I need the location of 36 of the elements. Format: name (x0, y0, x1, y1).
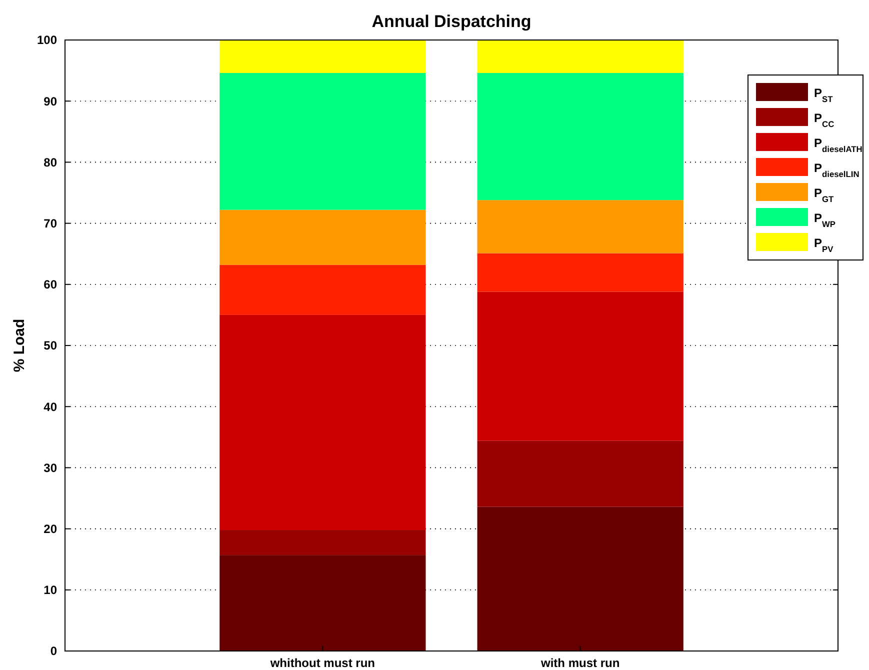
y-tick-label: 100 (36, 33, 58, 48)
y-tick-label: 70 (44, 216, 58, 230)
bar (220, 72, 426, 210)
chart-title: Annual Dispatching (372, 12, 532, 31)
legend-label: P$_{CC}$ (814, 111, 834, 129)
y-tick-label: 90 (44, 94, 58, 108)
bar (220, 314, 426, 530)
x-tick-label: whithout must run (269, 656, 375, 670)
y-tick-label: 10 (44, 583, 58, 598)
y-tick-label: 0 (50, 644, 58, 658)
y-tick-label: 20 (44, 522, 58, 536)
y-tick-label: 40 (44, 400, 58, 414)
y-tick-label: 30 (44, 460, 58, 475)
legend-label: P$_{ST}$ (814, 86, 834, 104)
legend-label: P$_{WP}$ (814, 211, 836, 229)
bar (477, 506, 684, 651)
legend-label: P$_{PV}$ (814, 236, 834, 254)
bar (477, 440, 684, 507)
y-tick-label: 50 (44, 338, 58, 353)
bar (477, 72, 684, 200)
legend-label: P$_{dieselATH}$ (814, 136, 862, 154)
y-axis-title: % Load (11, 318, 28, 372)
bar (220, 264, 426, 315)
x-tick-label: with must run (540, 656, 620, 670)
legend-label: P$_{dieselLIN}$ (814, 161, 860, 179)
bar (477, 253, 684, 292)
bar (220, 210, 426, 265)
bar (220, 40, 426, 73)
y-tick-label: 60 (44, 278, 58, 292)
bar (477, 292, 684, 441)
bar (477, 200, 684, 254)
legend-label: P$_{GT}$ (814, 186, 835, 204)
y-tick-label: 80 (44, 155, 58, 170)
bar (220, 555, 426, 651)
bar (477, 40, 684, 73)
bar (220, 530, 426, 556)
